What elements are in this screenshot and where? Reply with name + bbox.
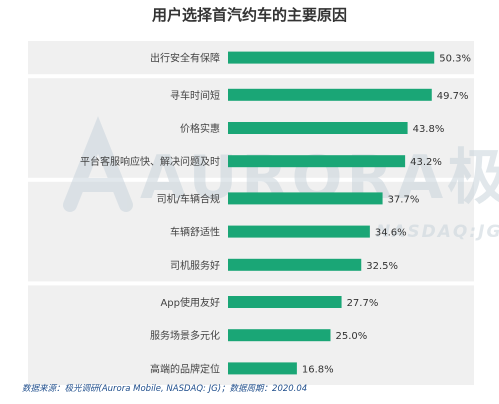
- category-label: 车辆舒适性: [170, 226, 220, 239]
- value-label: 43.2%: [410, 157, 442, 168]
- category-label: 价格实惠: [180, 122, 220, 135]
- value-label: 50.3%: [439, 54, 471, 65]
- value-label: 32.5%: [366, 261, 398, 272]
- value-label: 16.8%: [302, 364, 334, 375]
- category-label: 高端的品牌定位: [150, 362, 220, 375]
- bar: [228, 258, 362, 271]
- category-label: 司机服务好: [170, 259, 220, 272]
- category-label: 出行安全有保障: [150, 52, 220, 65]
- value-label: 27.7%: [347, 298, 379, 309]
- source-label: 数据来源：: [22, 384, 65, 394]
- category-label: 服务场景多元化: [150, 329, 220, 342]
- bar: [228, 51, 435, 64]
- bar: [228, 192, 383, 205]
- value-label: 25.0%: [336, 331, 368, 342]
- value-label: 43.8%: [413, 124, 445, 135]
- chart-title: 用户选择首汽约车的主要原因: [151, 6, 347, 24]
- bar: [228, 88, 432, 101]
- data-source-footer: 数据来源：极光调研(Aurora Mobile, NASDAQ: JG)；数据周…: [22, 382, 307, 394]
- value-label: 34.6%: [375, 228, 407, 239]
- bar: [228, 225, 370, 238]
- bar: [228, 296, 342, 308]
- watermark-sub: NASDAQ:JG: [376, 222, 499, 242]
- value-label: 49.7%: [437, 91, 469, 102]
- bar: [228, 155, 406, 168]
- period-label: 数据周期：: [229, 384, 273, 394]
- category-label: 司机/车辆合规: [157, 192, 220, 205]
- value-label: 37.7%: [388, 194, 420, 205]
- category-label: 平台客服响应快、解决问题及时: [80, 155, 220, 168]
- source-text: 极光调研(Aurora Mobile, NASDAQ: JG)；: [64, 384, 230, 394]
- category-label: App使用友好: [160, 296, 220, 309]
- bar: [228, 122, 408, 134]
- period-text: 2020.04: [272, 384, 308, 394]
- bar: [228, 329, 331, 342]
- aurora-logo-icon: [63, 116, 133, 212]
- category-label: 寻车时间短: [170, 89, 220, 102]
- bar: [228, 362, 297, 375]
